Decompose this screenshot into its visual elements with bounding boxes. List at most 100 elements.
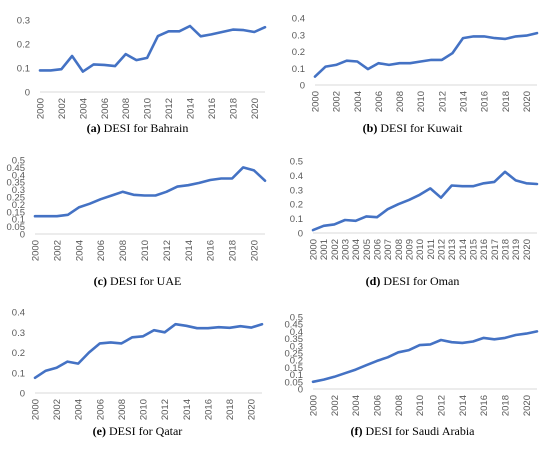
- x-tick-label: 2012: [437, 395, 448, 416]
- y-tick-label: 0.1: [290, 370, 303, 381]
- panel-saudi-arabia: 0 0.05 0.1 0.15 0.2 0.25 0.3 0.35 0.4 0.45 0.5 2000…: [275, 299, 550, 449]
- y-tick-label: 0.3: [292, 30, 305, 41]
- x-tick-label: 2010: [415, 395, 426, 416]
- x-tick-label: 2020: [522, 91, 533, 112]
- caption-text: DESI for Qatar: [109, 424, 183, 438]
- y-tick-label: 0.2: [290, 200, 303, 211]
- x-tick-label: 2002: [52, 399, 63, 420]
- y-tick-label: 0.25: [7, 193, 26, 204]
- caption-letter: (a): [86, 121, 101, 135]
- x-tick-label: 2002: [57, 98, 68, 119]
- x-tick-label: 2004: [74, 399, 85, 420]
- x-tick-label: 2007: [383, 239, 394, 260]
- y-tick-label: 0.4: [292, 14, 305, 25]
- y-tick-label: 0.05: [285, 377, 304, 388]
- x-tick-label: 2018: [501, 91, 512, 112]
- x-tick-label: 2016: [479, 395, 490, 416]
- x-tick-label: 2020: [250, 98, 261, 119]
- panel-qatar: 0 0.1 0.2 0.3 0.4 2000 2002 2004 2006 2008 2010 201…: [0, 299, 275, 449]
- x-tick-label: 2019: [511, 239, 522, 260]
- y-tick-label: 0.15: [7, 207, 26, 218]
- y-tick-label: 0.4: [12, 308, 25, 319]
- x-tick-label: 2012: [164, 98, 175, 119]
- x-tick-label: 2009: [405, 239, 416, 260]
- x-tick-label: 2008: [394, 239, 405, 260]
- x-tick-label: 2006: [374, 91, 385, 112]
- x-tick-label: 2002: [330, 239, 341, 260]
- x-tick-label: 2010: [140, 240, 151, 261]
- x-tick-label: 2006: [373, 395, 384, 416]
- x-tick-label: 2014: [458, 395, 469, 416]
- y-tick-label: 0.5: [290, 157, 303, 168]
- y-tick-label: 0.35: [7, 178, 26, 189]
- caption-oman: (d) DESI for Oman: [275, 274, 550, 289]
- x-tick-label: 2016: [480, 91, 491, 112]
- caption-text: DESI for Saudi Arabia: [365, 424, 475, 438]
- x-tick-label: 2016: [206, 240, 217, 261]
- y-tick-label: 0.2: [12, 200, 25, 211]
- x-tick-label: 2016: [203, 399, 214, 420]
- y-tick-label: 0.2: [12, 348, 25, 359]
- series-line: [313, 31, 539, 78]
- y-tick-label: 0.3: [290, 185, 303, 196]
- x-tick-label: 2018: [228, 240, 239, 261]
- x-tick-label: 2020: [247, 399, 258, 420]
- panel-bahrain: 0 0.1 0.2 0.3 2000 2002 2004 2006 2008 2010 2012 20…: [0, 0, 275, 146]
- series-line: [311, 170, 539, 232]
- x-tick-label: 2017: [490, 239, 501, 260]
- y-tick-label: 0.1: [290, 214, 303, 225]
- caption-letter: (d): [365, 274, 381, 288]
- caption-letter: (b): [362, 121, 378, 135]
- x-tick-label: 2018: [501, 395, 512, 416]
- caption-qatar: (e) DESI for Qatar: [0, 424, 275, 439]
- y-tick-label: 0: [298, 229, 303, 240]
- y-tick-label: 0.25: [285, 349, 304, 360]
- x-tick-label: 2004: [78, 98, 89, 119]
- y-tick-label: 0: [20, 230, 25, 241]
- x-tick-label: 2014: [458, 239, 469, 260]
- y-tick-label: 0.1: [292, 64, 305, 75]
- panel-oman: 0 0.1 0.2 0.3 0.4 0.5 2000 2001 2002 2003 2004 2005…: [275, 146, 550, 299]
- x-tick-label: 2010: [415, 239, 426, 260]
- x-tick-label: 2020: [522, 239, 533, 260]
- y-tick-label: 0.4: [290, 327, 303, 338]
- x-tick-label: 2006: [373, 239, 384, 260]
- y-tick-label: 0.3: [17, 16, 30, 27]
- chart-uae: 00.050.10.150.20.250.30.350.40.450.5 2000…: [7, 156, 267, 261]
- y-tick-label: 0.3: [12, 185, 25, 196]
- y-tick-label: 0.2: [290, 356, 303, 367]
- x-tick-label: 2018: [225, 399, 236, 420]
- x-tick-label: 2016: [207, 98, 218, 119]
- x-tick-label: 2000: [311, 91, 322, 112]
- x-tick-label: 2020: [250, 240, 261, 261]
- y-tick-label: 0.05: [7, 222, 26, 233]
- x-tick-label: 2005: [362, 239, 373, 260]
- x-tick-label: 2000: [31, 240, 42, 261]
- x-tick-label: 2004: [74, 240, 85, 261]
- x-tick-label: 2010: [143, 98, 154, 119]
- y-tick-label: 0.4: [12, 170, 25, 181]
- x-tick-label: 2020: [522, 395, 533, 416]
- x-tick-label: 2008: [395, 91, 406, 112]
- x-tick-label: 2012: [437, 91, 448, 112]
- x-tick-label: 2002: [332, 91, 343, 112]
- x-tick-label: 2002: [52, 240, 63, 261]
- caption-bahrain: (a) DESI for Bahrain: [0, 121, 275, 136]
- x-tick-label: 2014: [186, 98, 197, 119]
- x-tick-label: 2011: [426, 239, 437, 259]
- x-tick-label: 2010: [139, 399, 150, 420]
- series-line: [33, 322, 264, 380]
- y-tick-label: 0: [300, 81, 305, 92]
- x-tick-label: 2010: [416, 91, 427, 112]
- caption-uae: (c) DESI for UAE: [0, 274, 275, 289]
- x-tick-label: 2016: [479, 239, 490, 260]
- y-tick-label: 0.5: [290, 313, 303, 324]
- y-tick-label: 0: [25, 88, 30, 99]
- chart-oman: 0 0.1 0.2 0.3 0.4 0.5 2000 2001 2002 2003 2004 2005…: [290, 157, 539, 260]
- x-tick-label: 2015: [469, 239, 480, 260]
- x-tick-label: 2008: [117, 399, 128, 420]
- x-tick-label: 2003: [341, 239, 352, 260]
- caption-kuwait: (b) DESI for Kuwait: [275, 121, 550, 136]
- y-tick-label: 0.45: [7, 163, 26, 174]
- x-tick-label: 2000: [31, 399, 42, 420]
